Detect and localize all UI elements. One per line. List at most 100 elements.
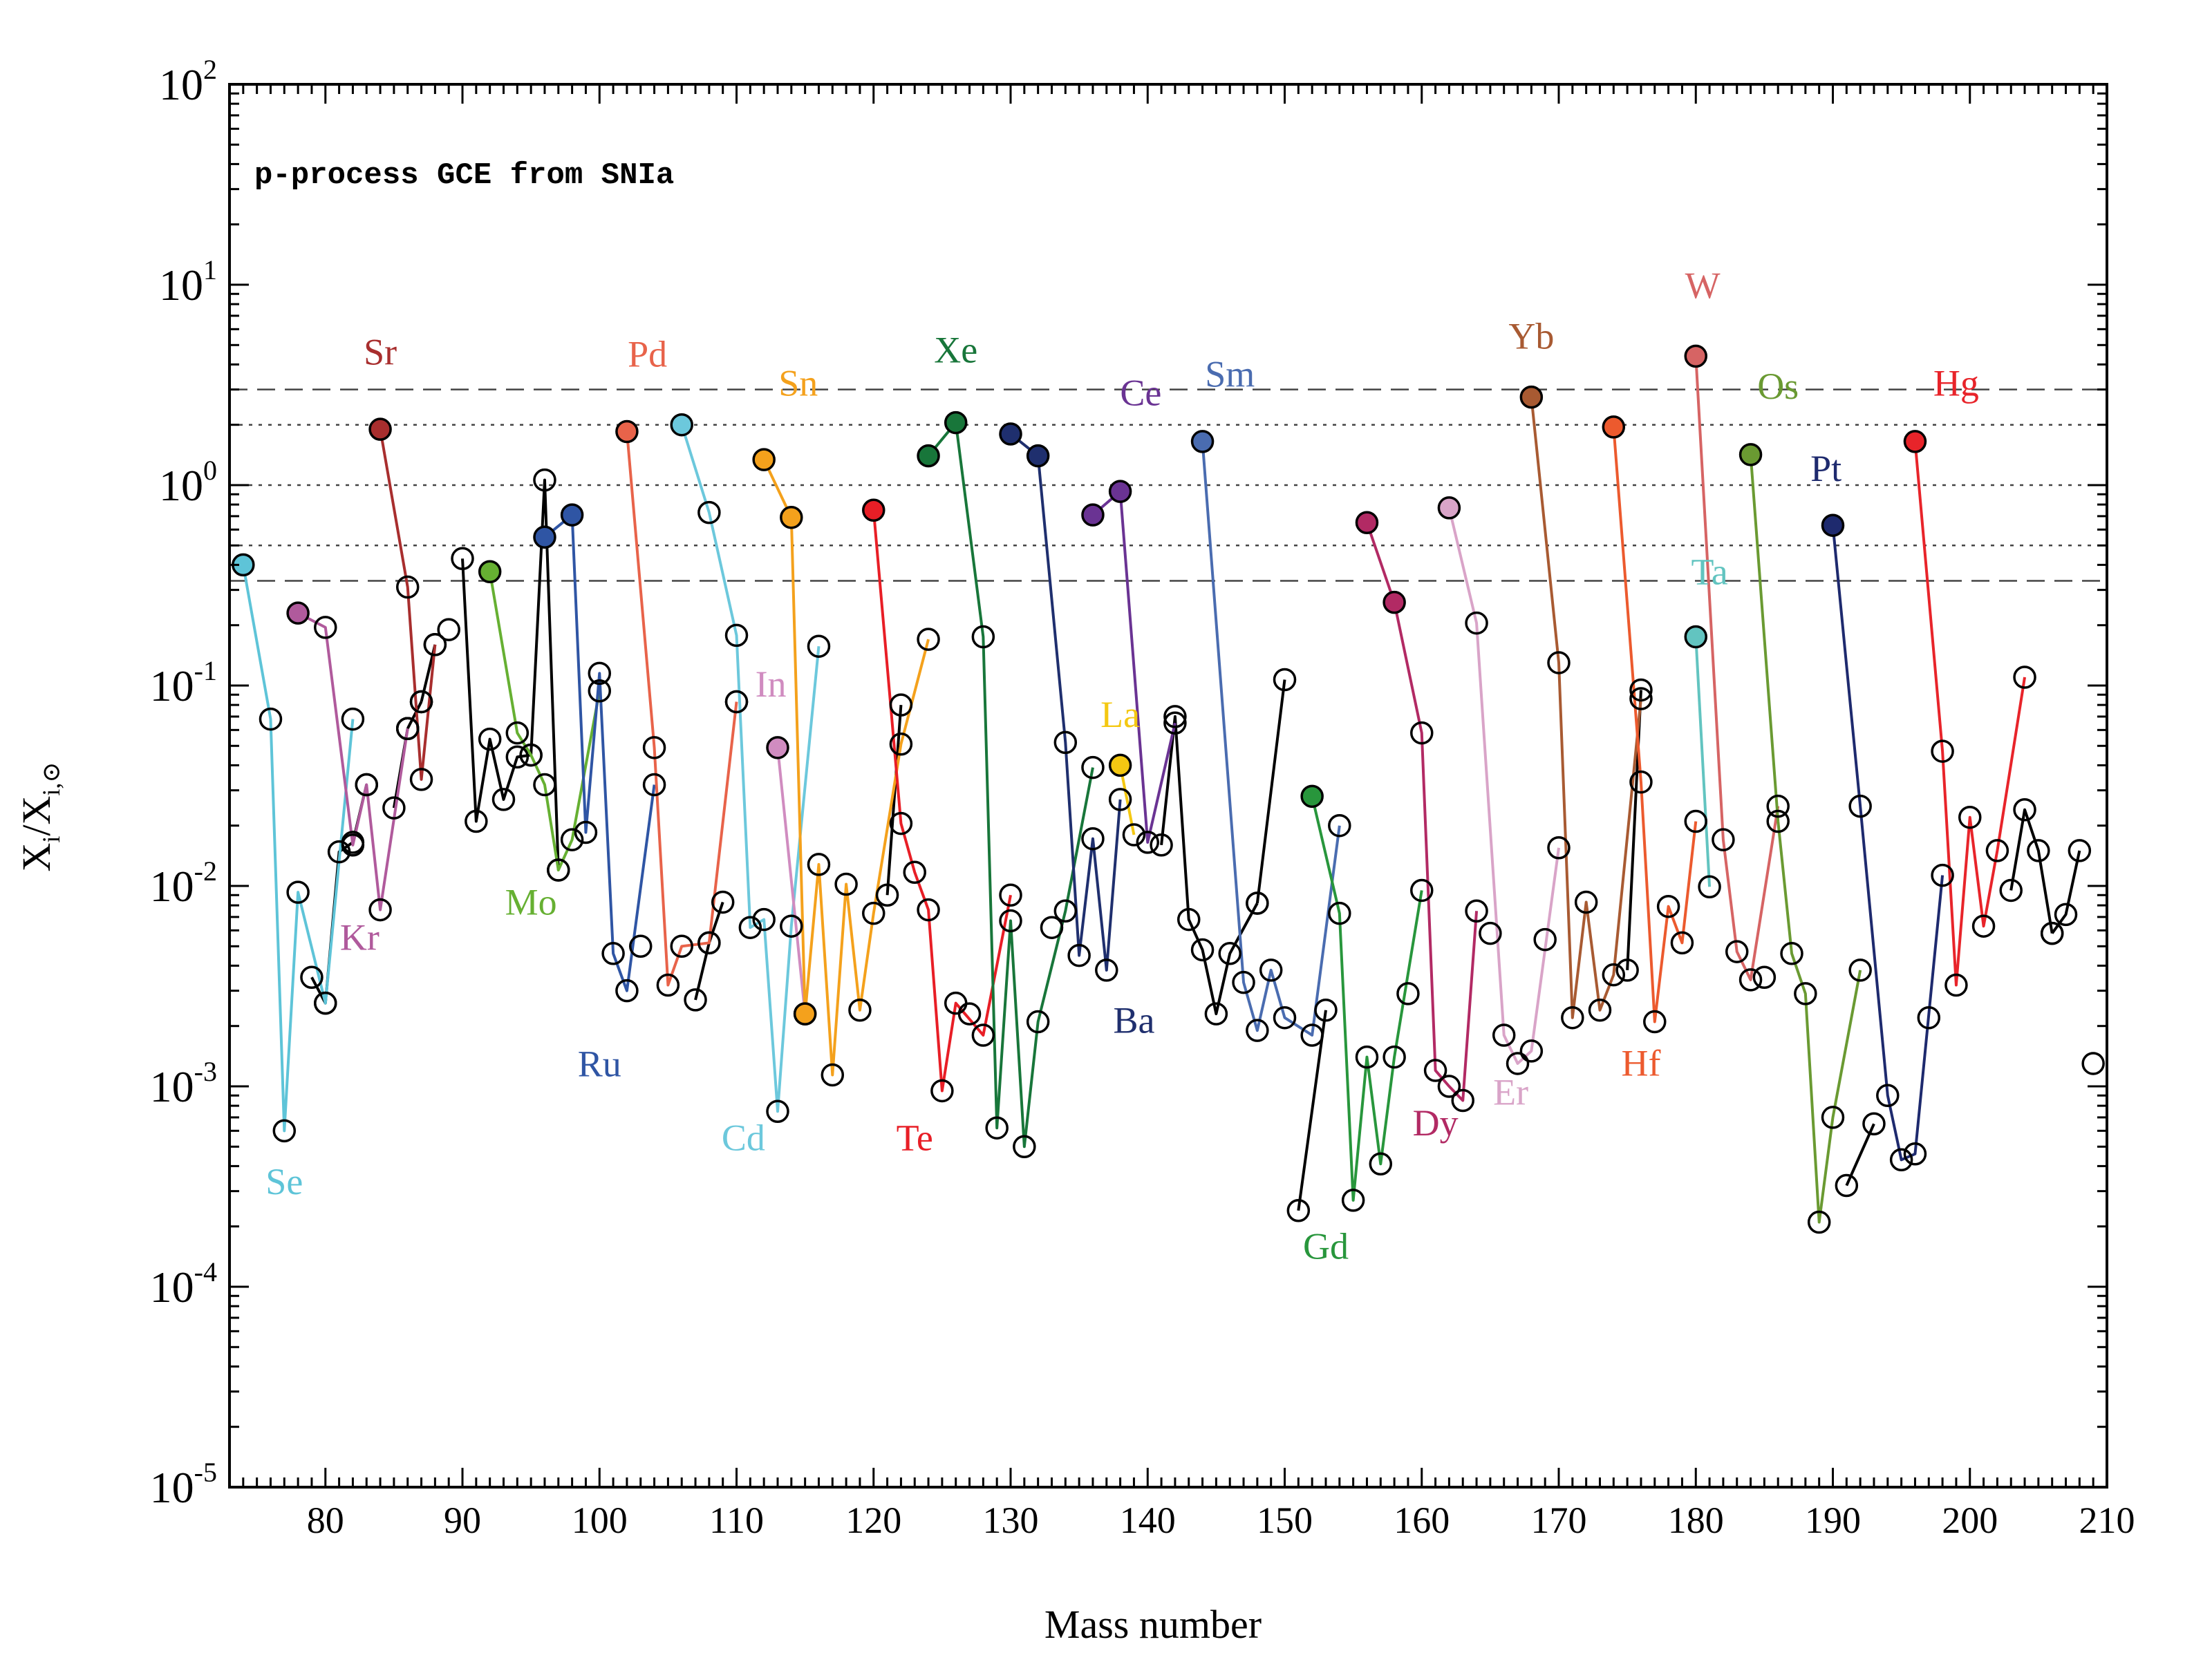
series-line-gd <box>1311 795 1423 1202</box>
data-point <box>1629 678 1653 702</box>
data-point <box>1602 963 1626 987</box>
data-point <box>1889 1148 1913 1172</box>
data-point <box>1410 878 1434 903</box>
p-process-point-hf <box>1602 415 1626 439</box>
data-point <box>1026 1010 1050 1034</box>
y-tick-label: 100 <box>159 455 217 510</box>
series-line-sn <box>762 459 930 1077</box>
element-label-pd: Pd <box>628 334 667 375</box>
p-process-point-cd <box>670 413 693 437</box>
data-point <box>314 616 337 639</box>
data-point <box>1451 1088 1474 1113</box>
element-label-la: La <box>1100 694 1140 735</box>
data-point <box>642 736 666 759</box>
data-point <box>1971 914 1996 938</box>
data-point <box>697 500 721 525</box>
data-point <box>423 633 447 657</box>
data-point <box>2040 921 2064 945</box>
data-point <box>862 901 885 925</box>
data-point <box>1506 1052 1530 1075</box>
series-line-kr <box>297 612 409 911</box>
series-line-ce <box>1091 490 1177 844</box>
p-process-point-sn <box>752 448 776 471</box>
element-label-dy: Dy <box>1413 1102 1459 1144</box>
element-label-er: Er <box>1493 1072 1528 1113</box>
x-tick-label: 80 <box>307 1500 344 1541</box>
data-point <box>2013 665 2036 689</box>
data-point <box>1081 826 1105 851</box>
p-process-point-kr <box>286 601 310 625</box>
tick-labels: 80 90 100 110 120 130 140 150 160 170 180 190 200 210… <box>150 54 2135 1541</box>
data-point <box>547 858 570 882</box>
data-point <box>1629 770 1653 794</box>
data-point <box>1519 1039 1544 1063</box>
data-point <box>1465 611 1488 635</box>
data-point <box>1492 1023 1516 1047</box>
data-point <box>1931 739 1954 763</box>
connector-line <box>2009 808 2054 934</box>
series-line-pt <box>1831 525 1944 1162</box>
data-point <box>1848 794 1872 818</box>
y-tick-label: 10-1 <box>150 655 217 710</box>
series-line-xe <box>927 421 1094 1149</box>
data-point <box>697 931 721 955</box>
series-line-in <box>776 747 807 1014</box>
x-tick-label: 160 <box>1394 1500 1450 1541</box>
p-process-point-pt <box>1821 513 1845 537</box>
data-point <box>1013 1135 1036 1159</box>
x-axis-label: Mass number <box>1044 1602 1262 1647</box>
data-point <box>738 916 762 939</box>
element-label-sn: Sn <box>778 362 818 404</box>
data-point <box>1314 998 1338 1022</box>
x-tick-label: 180 <box>1668 1500 1724 1541</box>
data-point <box>1396 982 1420 1005</box>
data-point <box>807 634 831 658</box>
data-point <box>574 820 598 844</box>
data-point <box>724 623 749 648</box>
data-point <box>780 914 803 938</box>
p-process-point-ce <box>1081 503 1105 527</box>
data-point <box>1643 1010 1667 1034</box>
connector-line <box>694 901 724 1001</box>
axes-frame <box>228 83 2108 1489</box>
data-point <box>1273 1005 1297 1030</box>
connector-line <box>1297 1010 1327 1211</box>
data-point <box>519 743 543 767</box>
p-process-point-ba <box>999 422 1022 446</box>
data-point <box>1999 878 2023 903</box>
p-process-point-in <box>766 736 789 759</box>
data-point <box>1437 1075 1461 1098</box>
data-point <box>314 991 337 1015</box>
plot-frame <box>228 83 2108 1489</box>
x-tick-label: 100 <box>572 1500 628 1541</box>
p-process-point-os <box>1738 443 1763 466</box>
data-point <box>437 618 460 641</box>
data-point <box>1328 901 1351 925</box>
x-tick-label: 90 <box>444 1500 481 1541</box>
p-process-point-dy <box>1355 511 1379 535</box>
data-point <box>1204 1002 1228 1026</box>
element-label-w: W <box>1685 265 1721 306</box>
series-line-dy <box>1365 522 1479 1102</box>
element-label-xe: Xe <box>934 329 977 370</box>
p-process-point-mo <box>478 560 502 583</box>
p-process-point-w <box>1684 344 1708 368</box>
data-point <box>1479 921 1502 945</box>
element-label-sm: Sm <box>1205 354 1255 395</box>
data-point <box>409 690 433 714</box>
data-point <box>1081 755 1105 780</box>
data-point <box>1095 958 1118 982</box>
data-point <box>2027 839 2050 862</box>
data-point <box>1423 1059 1447 1082</box>
chart-annotation: p-process GCE from SNIa <box>254 158 674 193</box>
series-line-ta <box>1694 636 1712 887</box>
element-label-hg: Hg <box>1933 362 1979 404</box>
data-point <box>1752 965 1777 989</box>
x-tick-label: 140 <box>1120 1500 1176 1541</box>
p-process-point-pd <box>615 419 639 444</box>
p-process-point-sm <box>1190 430 1215 453</box>
p-process-point-ta <box>1684 625 1708 649</box>
data-point <box>1794 982 1817 1005</box>
data-point <box>848 998 872 1022</box>
